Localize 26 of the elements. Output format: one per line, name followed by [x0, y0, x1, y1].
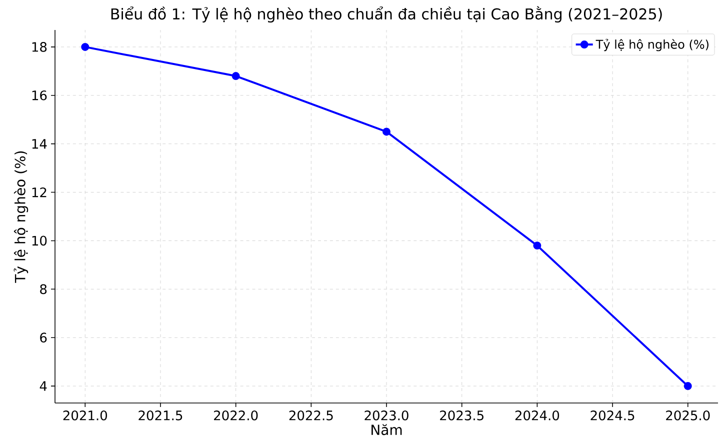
- y-tick-label: 16: [32, 90, 47, 100]
- point: [382, 128, 391, 136]
- y-tick-label: 10: [32, 236, 47, 246]
- x-tick-label: 2022.0: [214, 410, 258, 420]
- y-tick-label: 4: [40, 381, 47, 391]
- y-tick-label: 14: [32, 139, 47, 149]
- point: [684, 382, 692, 390]
- chart-title: Biểu đồ 1: Tỷ lệ hộ nghèo theo chuẩn đa chiều tại Cao Bằng (2021–2025): [111, 6, 662, 22]
- y-tick-label: 12: [32, 187, 46, 198]
- x-tick-label: 2023.5: [440, 410, 484, 420]
- y-tick-label: 8: [40, 284, 47, 294]
- x-tick-label: 2024.0: [515, 410, 560, 420]
- x-tick-label: 2022.5: [289, 410, 333, 420]
- point: [533, 242, 542, 250]
- x-axis-title: Năm: [372, 424, 402, 436]
- point: [232, 72, 240, 80]
- point: [81, 42, 90, 51]
- legend-label: Tỷ lệ hộ nghèo (%): [596, 38, 708, 52]
- y-axis-title: Tỷ lệ hộ nghèo (%): [14, 151, 28, 283]
- x-tick-label: 2025.0: [666, 410, 710, 420]
- x-tick-label: 2021.0: [63, 410, 108, 420]
- y-tick-label: 18: [32, 42, 47, 52]
- x-tick-label: 2024.5: [590, 410, 634, 420]
- y-tick-label: 6: [40, 332, 47, 343]
- x-tick-label: 2021.5: [138, 410, 182, 420]
- x-tick-label: 2023.0: [364, 410, 408, 420]
